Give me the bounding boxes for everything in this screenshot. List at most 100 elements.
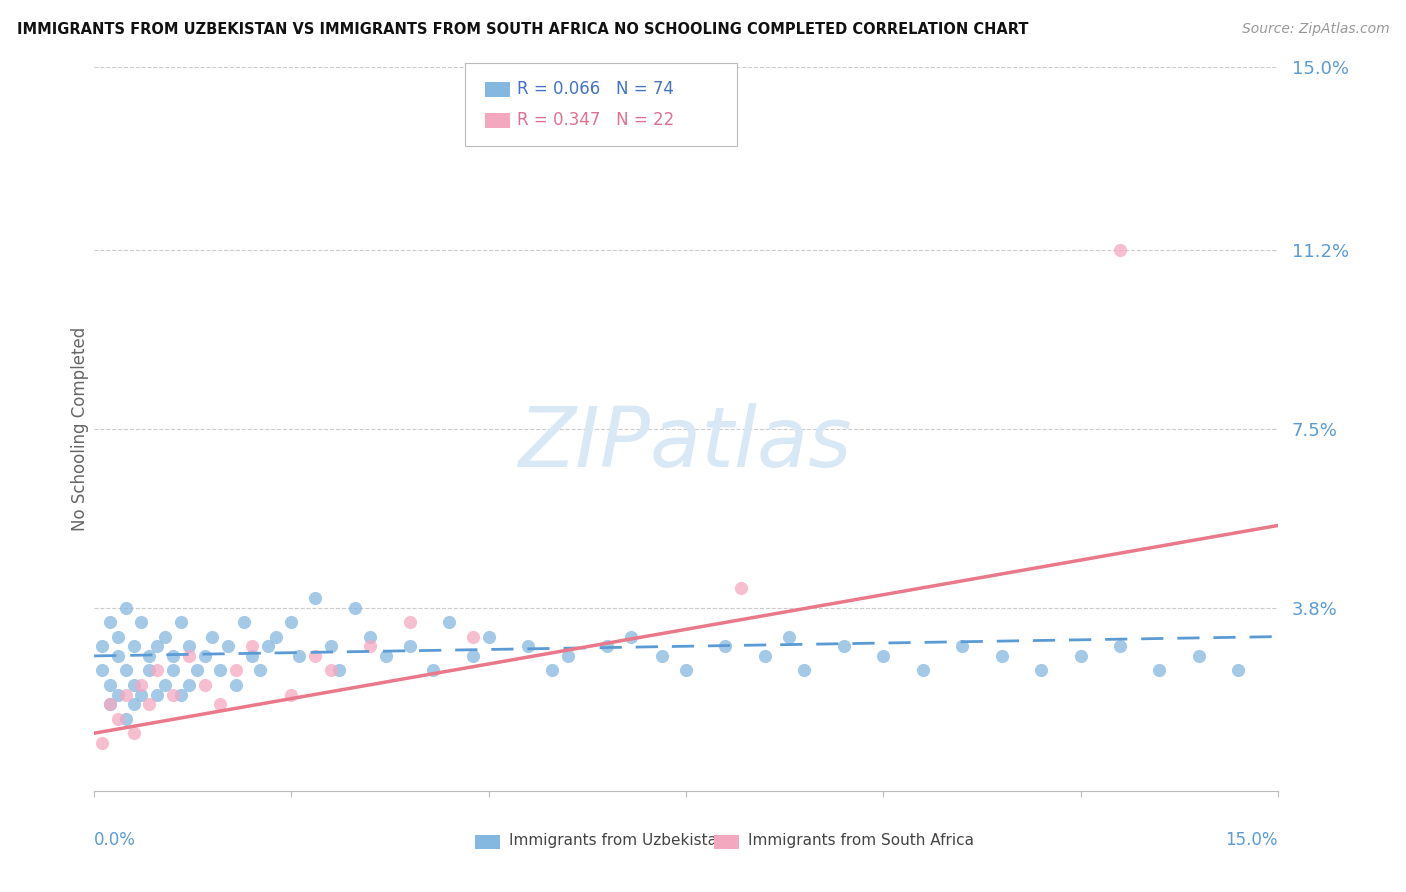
Point [153, 630, 176, 644]
Text: Immigrants from Uzbekistan: Immigrants from Uzbekistan [509, 833, 727, 847]
Point [177, 648, 200, 663]
Text: IMMIGRANTS FROM UZBEKISTAN VS IMMIGRANTS FROM SOUTH AFRICA NO SCHOOLING COMPLETE: IMMIGRANTS FROM UZBEKISTAN VS IMMIGRANTS… [17, 22, 1028, 37]
Point [1227, 664, 1250, 678]
Text: ZIPatlas: ZIPatlas [519, 403, 853, 483]
Point [328, 664, 350, 678]
Point [319, 639, 342, 653]
Point [131, 688, 153, 702]
Point [714, 639, 737, 653]
Point [478, 630, 501, 644]
Point [138, 648, 160, 663]
Point [91, 664, 114, 678]
Point [217, 639, 239, 653]
Point [233, 615, 256, 629]
Point [422, 664, 444, 678]
Point [620, 630, 643, 644]
Point [280, 688, 302, 702]
Point [398, 615, 420, 629]
Point [107, 712, 129, 726]
Point [98, 615, 121, 629]
Point [91, 736, 114, 750]
Point [651, 648, 673, 663]
Point [138, 697, 160, 711]
Text: Immigrants from South Africa: Immigrants from South Africa [748, 833, 974, 847]
Point [832, 639, 855, 653]
Point [186, 664, 208, 678]
Point [1070, 648, 1092, 663]
Point [146, 688, 169, 702]
Point [304, 591, 326, 605]
Point [114, 664, 136, 678]
Point [557, 648, 579, 663]
Point [153, 678, 176, 692]
Point [170, 688, 193, 702]
Point [1149, 664, 1171, 678]
Point [114, 688, 136, 702]
Point [872, 648, 894, 663]
Point [256, 639, 278, 653]
Point [122, 678, 145, 692]
Point [122, 697, 145, 711]
Point [319, 664, 342, 678]
Point [162, 648, 184, 663]
Point [107, 648, 129, 663]
Y-axis label: No Schooling Completed: No Schooling Completed [72, 326, 89, 531]
Point [98, 678, 121, 692]
Point [517, 639, 540, 653]
Point [343, 600, 366, 615]
Point [359, 639, 381, 653]
Point [162, 688, 184, 702]
Point [146, 664, 169, 678]
Point [98, 697, 121, 711]
Text: 15.0%: 15.0% [1225, 831, 1278, 849]
Point [225, 664, 247, 678]
Point [114, 712, 136, 726]
Point [1109, 243, 1132, 257]
Point [288, 648, 311, 663]
Point [1188, 648, 1211, 663]
Point [375, 648, 398, 663]
Point [107, 688, 129, 702]
Point [461, 630, 484, 644]
Point [209, 697, 232, 711]
Point [177, 639, 200, 653]
Point [177, 678, 200, 692]
Point [911, 664, 934, 678]
Point [1109, 639, 1132, 653]
Point [146, 639, 169, 653]
Point [950, 639, 973, 653]
Point [240, 639, 263, 653]
Point [675, 664, 697, 678]
Point [398, 639, 420, 653]
Point [730, 582, 752, 596]
Text: Source: ZipAtlas.com: Source: ZipAtlas.com [1241, 22, 1389, 37]
Point [359, 630, 381, 644]
Text: 0.0%: 0.0% [94, 831, 136, 849]
Point [91, 639, 114, 653]
Point [138, 664, 160, 678]
Point [131, 678, 153, 692]
Point [793, 664, 815, 678]
Point [778, 630, 800, 644]
Point [170, 615, 193, 629]
Point [107, 630, 129, 644]
Point [280, 615, 302, 629]
Point [122, 726, 145, 740]
Point [194, 648, 217, 663]
Point [264, 630, 287, 644]
Point [225, 678, 247, 692]
Point [596, 639, 619, 653]
Point [304, 648, 326, 663]
Point [990, 648, 1012, 663]
Point [209, 664, 232, 678]
Point [201, 630, 224, 644]
Point [114, 600, 136, 615]
Point [461, 648, 484, 663]
Point [1029, 664, 1052, 678]
Point [162, 664, 184, 678]
Point [439, 615, 461, 629]
Point [131, 615, 153, 629]
Point [98, 697, 121, 711]
Point [194, 678, 217, 692]
Point [240, 648, 263, 663]
